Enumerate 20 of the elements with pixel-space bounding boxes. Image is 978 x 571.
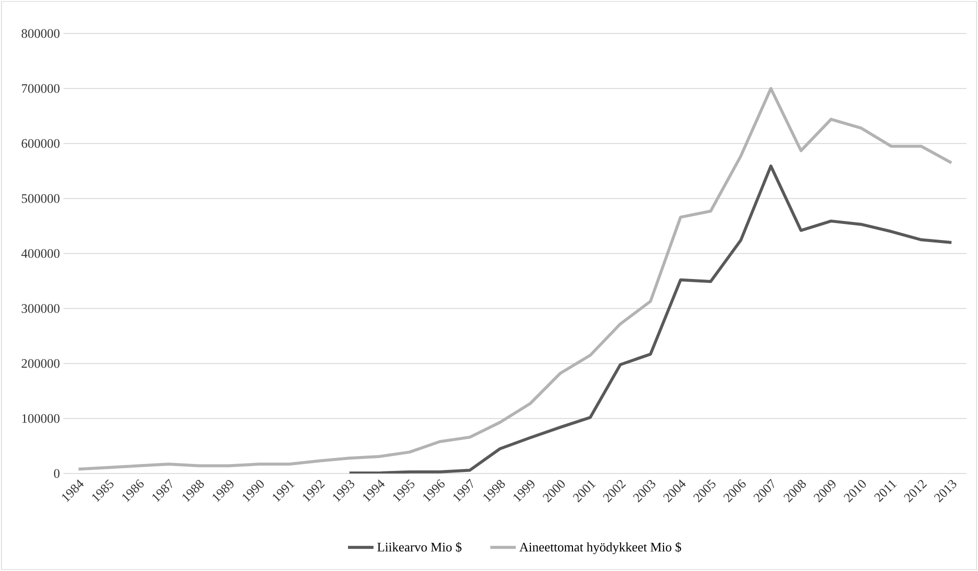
y-tick-label: 800000 xyxy=(22,29,60,38)
y-tick-label: 400000 xyxy=(21,249,60,258)
x-tick-label: 1990 xyxy=(242,480,264,502)
y-tick-label: 700000 xyxy=(22,84,60,93)
y-tick-label: 500000 xyxy=(22,194,60,203)
line-series xyxy=(348,164,953,474)
y-tick-label: 300000 xyxy=(22,304,60,313)
x-tick-label: 1999 xyxy=(514,480,534,502)
legend-label: Aineettomat hyödykkeet Mio $ xyxy=(519,542,682,554)
x-tick-label: 1989 xyxy=(212,480,234,502)
y-tick-label: 600000 xyxy=(22,139,60,148)
x-tick-label: 2011 xyxy=(874,480,897,502)
y-tick-label: 200000 xyxy=(22,359,60,368)
x-tick-label: 1991 xyxy=(272,480,295,502)
y-tick-label: 0 xyxy=(54,469,60,478)
line-series xyxy=(77,87,953,471)
y-tick-label: 100000 xyxy=(22,414,60,423)
x-tick-label: 1993 xyxy=(332,480,354,502)
x-tick-label: 1992 xyxy=(302,480,325,502)
legend-label: Liikearvo Mio $ xyxy=(377,542,462,552)
